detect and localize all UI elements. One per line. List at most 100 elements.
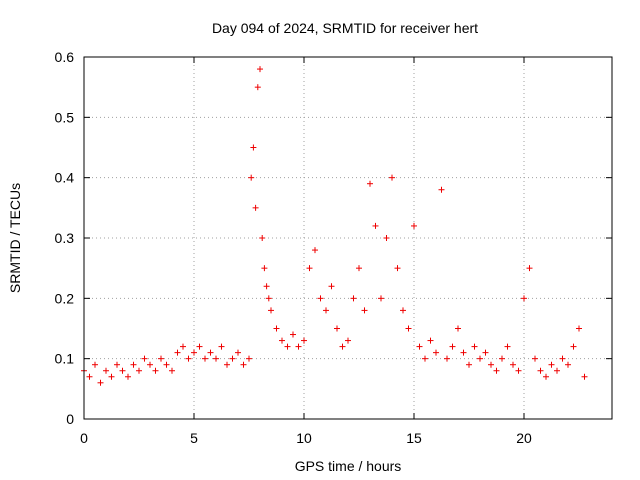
y-tick-label: 0.1 <box>55 351 75 367</box>
data-point <box>246 355 252 362</box>
data-point <box>499 355 505 362</box>
data-point <box>125 373 131 380</box>
data-point <box>378 295 384 302</box>
data-point <box>471 343 478 350</box>
data-point <box>196 343 203 350</box>
data-point <box>427 337 434 344</box>
data-point <box>114 361 120 368</box>
data-point <box>543 373 549 380</box>
data-point <box>504 343 511 350</box>
data-point <box>147 361 153 368</box>
data-point <box>119 367 126 374</box>
data-point <box>252 204 259 211</box>
data-point <box>108 373 115 380</box>
data-point <box>548 361 555 368</box>
data-point <box>130 361 137 368</box>
data-point <box>576 325 582 332</box>
data-point <box>263 283 270 290</box>
y-tick-label: 0.5 <box>55 109 75 125</box>
x-tick-label: 5 <box>190 430 198 446</box>
data-point <box>449 343 456 350</box>
data-point <box>312 247 318 254</box>
data-point <box>383 235 390 241</box>
y-axis-label: SRMTID / TECUs <box>7 183 23 293</box>
data-point <box>372 222 379 229</box>
data-point <box>460 349 467 356</box>
data-point <box>174 349 181 356</box>
data-point <box>433 349 439 356</box>
axis-ticks: 0 0.1 0.2 0.3 0.4 0.5 0.6 0 5 10 15 20 <box>55 49 612 446</box>
data-point <box>559 355 566 362</box>
data-point <box>537 367 544 374</box>
data-point <box>254 84 261 91</box>
data-point <box>323 307 329 314</box>
data-point <box>339 343 346 350</box>
data-point <box>350 295 357 302</box>
data-point <box>218 343 225 350</box>
data-point <box>279 337 285 344</box>
data-point <box>86 373 93 380</box>
data-point <box>317 295 324 302</box>
data-point <box>185 355 192 362</box>
grid-lines <box>84 57 612 419</box>
data-point <box>273 325 280 332</box>
data-point <box>136 367 142 374</box>
data-point <box>411 222 417 229</box>
data-point <box>268 307 274 314</box>
data-point <box>367 180 373 187</box>
data-point <box>361 307 368 314</box>
data-point <box>356 265 362 272</box>
data-point <box>477 355 483 362</box>
data-points <box>81 66 588 386</box>
data-point <box>169 367 175 374</box>
y-tick-label: 0.6 <box>55 49 75 65</box>
data-point <box>229 355 236 362</box>
data-point <box>265 295 272 302</box>
data-point <box>422 355 428 362</box>
data-point <box>250 144 257 151</box>
data-point <box>158 355 164 362</box>
data-point <box>565 361 571 368</box>
data-point <box>455 325 461 332</box>
data-point <box>488 361 494 368</box>
data-point <box>510 361 516 368</box>
data-point <box>400 307 406 314</box>
data-point <box>334 325 340 332</box>
y-tick-label: 0.4 <box>55 170 75 186</box>
data-point <box>482 349 489 356</box>
x-tick-label: 10 <box>296 430 312 446</box>
y-tick-label: 0.3 <box>55 230 75 246</box>
data-point <box>259 235 266 241</box>
data-point <box>444 355 450 362</box>
data-point <box>191 349 197 356</box>
x-axis-label: GPS time / hours <box>295 458 402 474</box>
data-point <box>301 337 307 344</box>
data-point <box>438 186 445 193</box>
data-point <box>284 343 291 350</box>
data-point <box>328 283 335 290</box>
data-point <box>466 361 472 368</box>
data-point <box>152 367 159 374</box>
data-point <box>394 265 401 272</box>
data-point <box>224 361 230 368</box>
data-point <box>207 349 214 356</box>
data-point <box>92 361 98 368</box>
data-point <box>554 367 560 374</box>
data-point <box>345 337 351 344</box>
data-point <box>261 265 268 272</box>
data-point <box>521 295 527 302</box>
data-point <box>295 343 302 350</box>
data-point <box>493 367 500 374</box>
data-point <box>306 265 313 272</box>
y-tick-label: 0.2 <box>55 290 75 306</box>
data-point <box>389 174 395 181</box>
data-point <box>180 343 186 350</box>
data-point <box>240 361 247 368</box>
data-point <box>526 265 533 272</box>
y-tick-label: 0 <box>66 411 74 427</box>
data-point <box>202 355 208 362</box>
data-point <box>213 355 219 362</box>
data-point <box>416 343 423 350</box>
data-point <box>97 379 104 386</box>
